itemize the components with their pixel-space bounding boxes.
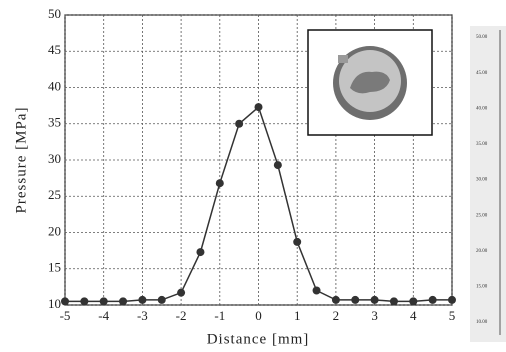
point [332,296,340,304]
x-tick-label: -4 [98,308,109,323]
colorbar-label: 50.00 [476,35,488,40]
point [390,297,398,305]
y-tick-label: 25 [48,187,61,202]
x-axis-label: Distance [mm] [207,331,310,347]
y-tick-label: 20 [48,223,61,238]
y-tick-label: 50 [48,6,61,21]
point [80,297,88,305]
point [371,296,379,304]
y-tick-label: 15 [48,260,61,275]
x-tick-label: 4 [410,308,417,323]
y-tick-label: 30 [48,151,61,166]
point [313,287,321,295]
colorbar-label: 35.00 [476,142,488,147]
point [119,297,127,305]
x-tick-label: 5 [449,308,456,323]
point [158,296,166,304]
x-tick-label: -3 [137,308,148,323]
x-tick-label: 1 [294,308,301,323]
point [216,179,224,187]
x-tick-label: 0 [255,308,262,323]
x-tick-label: -1 [214,308,225,323]
point [448,296,456,304]
colorbar-label: 25.00 [476,213,488,218]
point [138,296,146,304]
point [196,248,204,256]
colorbar-label: 40.00 [476,106,488,111]
colorbar-label: 30.00 [476,178,488,183]
y-axis-label: Pressure [MPa] [13,107,29,214]
point [409,297,417,305]
colorbar-label: 15.00 [476,285,488,290]
x-tick-label: -5 [60,308,71,323]
chart: Distance [mm] Pressure [MPa] 10152025303… [0,0,506,352]
y-tick-label: 45 [48,42,61,57]
x-tick-label: 2 [333,308,340,323]
colorbar-label: 10.00 [476,320,488,325]
point [429,296,437,304]
point [100,297,108,305]
inset-image [308,30,432,135]
point [61,297,69,305]
x-tick-label: -2 [176,308,187,323]
colorbar-label: 20.00 [476,249,488,254]
point [177,289,185,297]
point [293,238,301,246]
x-tick-label: 3 [371,308,378,323]
point [235,120,243,128]
point [274,161,282,169]
y-tick-label: 35 [48,115,61,130]
point [255,103,263,111]
point [351,296,359,304]
colorbar-label: 45.00 [476,71,488,76]
y-tick-label: 40 [48,78,61,93]
